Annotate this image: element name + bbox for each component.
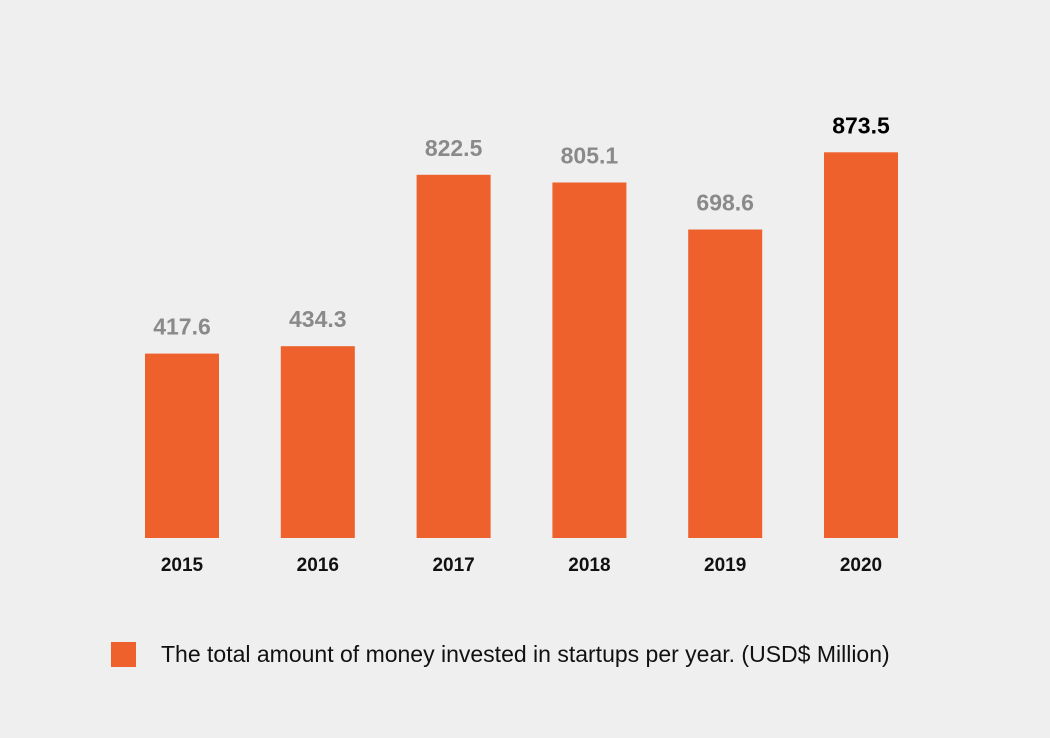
x-tick-label-2019: 2019 [704,555,746,576]
value-label-2019: 698.6 [696,190,754,216]
x-tick-label-2020: 2020 [840,555,882,576]
legend-label: The total amount of money invested in st… [161,641,890,667]
value-labels-layer: 417.6 434.3 822.5 805.1 698.6 873.5 [153,112,890,339]
value-label-2018: 805.1 [561,143,619,169]
bar-2017 [416,174,491,539]
x-tick-label-2018: 2018 [568,555,610,576]
bar-2015 [145,353,219,538]
legend: The total amount of money invested in st… [111,641,890,668]
value-label-2016: 434.3 [289,306,347,332]
x-tick-labels: 2015 2016 2017 2018 2019 2020 [161,555,882,576]
bar-2018 [552,182,627,538]
bar-2016 [280,346,355,538]
legend-swatch [111,642,136,667]
bar-2020 [824,152,898,539]
value-label-2017: 822.5 [425,135,483,161]
value-label-2015: 417.6 [153,314,211,340]
x-tick-label-2016: 2016 [297,555,339,576]
value-label-2020: 873.5 [832,112,890,138]
x-tick-label-2017: 2017 [432,555,474,576]
bars-layer [145,152,898,539]
x-tick-label-2015: 2015 [161,555,204,576]
bar-2019 [688,229,763,538]
